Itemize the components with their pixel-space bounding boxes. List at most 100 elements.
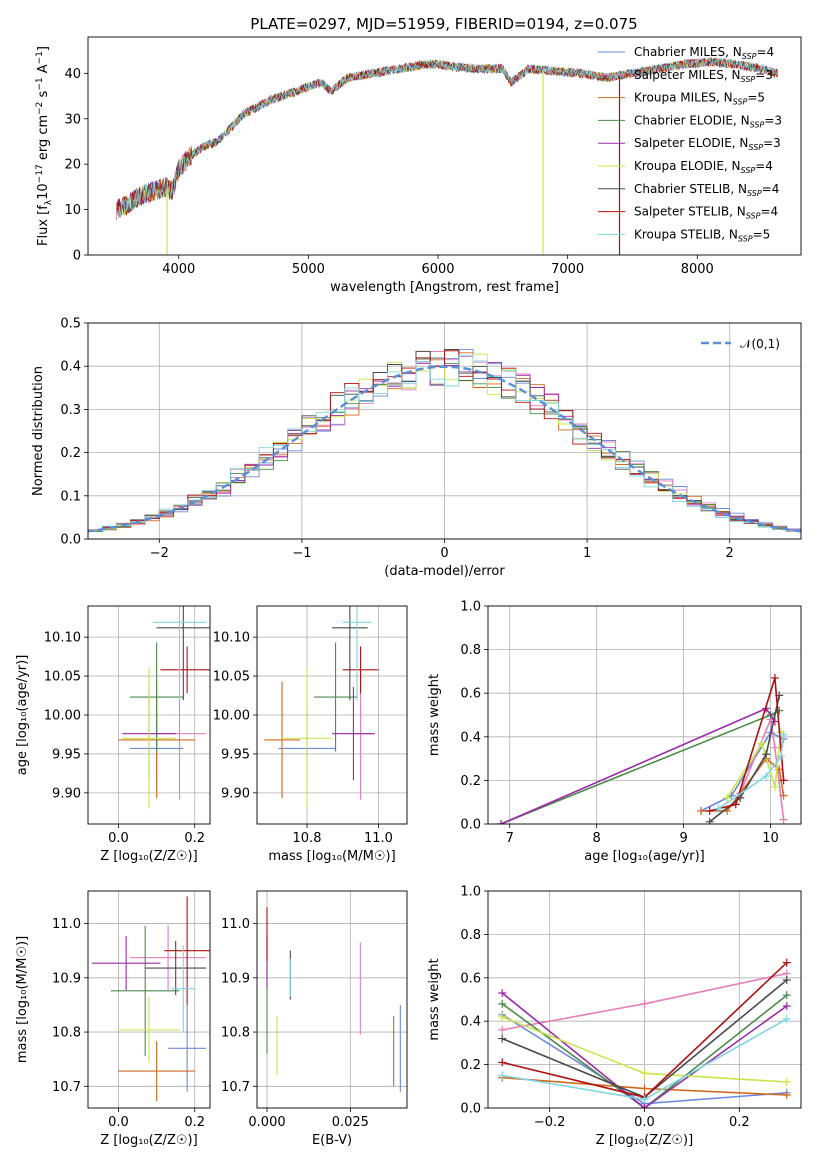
normal-curve: [88, 365, 801, 533]
weight-marker: [697, 806, 706, 815]
ylabel-part: erg cm: [36, 115, 51, 164]
weight-series: [501, 992, 788, 1108]
weight-marker: [498, 999, 507, 1008]
chart-title: PLATE=0297, MJD=51959, FIBERID=0194, z=0…: [250, 15, 637, 33]
legend-label-main: Salpeter ELODIE, N: [634, 136, 748, 150]
x-tick-label: 4000: [162, 262, 195, 277]
massweight-vs-age-lines: [497, 673, 788, 824]
legend-label: Kroupa MILES, NSSP=5: [634, 91, 765, 107]
massweight-vs-Z-xlabel: Z [log₁₀(Z/Z☉)]: [596, 1133, 693, 1148]
y-tick-label: 9.95: [52, 747, 81, 762]
residuals-axes: −2 −1 0 1 2 0.0 0.1 0.2 0.3 0.4 0.5: [60, 317, 801, 561]
legend-label-main: Salpeter STELIB, N: [634, 205, 746, 219]
x-tick-label: 7000: [551, 262, 584, 277]
age-vs-Z-points: [118, 606, 210, 809]
legend-label-main: Kroupa STELIB, N: [634, 227, 738, 241]
legend-label-tail: =3: [763, 136, 781, 150]
age-vs-mass-xlabel: mass [log₁₀(M/M☉)]: [268, 849, 395, 864]
weight-marker: [640, 999, 649, 1008]
age-vs-mass-frame: [256, 605, 408, 825]
y-tick-label: 20: [64, 158, 81, 173]
ylabel-part: −1: [35, 51, 45, 64]
y-tick-label: 0.0: [460, 818, 481, 833]
mass-vs-Z-frame: [87, 890, 211, 1109]
legend-label: Kroupa STELIB, NSSP=5: [634, 227, 770, 243]
x-tick-label: 0.025: [332, 1115, 369, 1130]
weight-marker: [498, 988, 507, 997]
residuals-ylabel: Normed distribution: [31, 366, 46, 496]
ylabel-part: Flux [f: [36, 205, 51, 246]
ylabel-part: λ: [44, 199, 54, 205]
spectrum-ylabel: Flux [fλ10−17 erg cm−2 s−1 A−1]: [35, 46, 54, 246]
mass-vs-Z-xlabel: Z [log₁₀(Z/Z☉)]: [100, 1133, 197, 1148]
weight-marker: [782, 991, 791, 1000]
y-tick-label: 0.8: [460, 643, 481, 658]
spectrum-xlabel: wavelength [Angstrom, rest frame]: [330, 280, 559, 295]
legend-label-main: Chabrier ELODIE, N: [634, 113, 750, 127]
y-tick-label: 40: [64, 67, 81, 82]
spectrum-axes: 4000 5000 6000 7000 8000 0 10 20 30 40: [64, 67, 713, 277]
mass-vs-EBV-points: [266, 907, 401, 1092]
weight-marker: [782, 1002, 791, 1011]
histograms: [88, 348, 801, 534]
legend-label: Chabrier ELODIE, NSSP=3: [634, 113, 782, 129]
legend-label-main: Kroupa MILES, N: [634, 91, 733, 105]
y-tick-label: 9.90: [52, 786, 81, 801]
y-tick-label: 1.0: [460, 885, 481, 900]
x-tick-label: 9: [679, 831, 687, 846]
weight-marker: [770, 743, 779, 752]
x-tick-label: 7: [506, 831, 514, 846]
massweight-vs-Z-ylabel: mass weight: [427, 958, 442, 1040]
legend-label-tail: =5: [753, 227, 771, 241]
legend-label-main: Salpeter MILES, N: [634, 68, 741, 82]
legend-label-sub: SSP: [741, 75, 756, 84]
y-tick-label: 10.05: [213, 670, 250, 685]
y-tick-label: 10.8: [52, 1026, 81, 1041]
y-tick-label: 9.90: [221, 786, 250, 801]
x-tick-label: 6000: [421, 262, 454, 277]
x-tick-label: 2: [726, 546, 734, 561]
legend-label: Salpeter ELODIE, NSSP=3: [634, 136, 781, 152]
mass-vs-Z-axes: 0.0 0.2 10.7 10.8 10.9 11.0: [52, 891, 210, 1130]
weight-marker: [782, 1015, 791, 1024]
y-tick-label: 30: [64, 112, 81, 127]
x-tick-label: 10.8: [293, 831, 322, 846]
y-tick-label: 0.6: [460, 687, 481, 702]
legend-label-sub: SSP: [742, 52, 757, 61]
y-tick-label: 0.0: [60, 533, 81, 548]
y-tick-label: 10.7: [221, 1080, 250, 1095]
legend-label-tail: =3: [764, 113, 782, 127]
weight-marker: [640, 1095, 649, 1104]
legend-label-sub: SSP: [741, 166, 756, 175]
massweight-vs-Z-lines: [498, 958, 791, 1108]
weight-marker: [640, 1069, 649, 1078]
y-tick-label: 0.4: [60, 360, 81, 375]
weight-marker: [498, 1034, 507, 1043]
weight-marker: [731, 800, 740, 809]
x-tick-label: −0.2: [534, 1115, 566, 1130]
x-tick-label: 0.2: [729, 1115, 750, 1130]
y-tick-label: 11.0: [221, 917, 250, 932]
weight-series: [709, 677, 785, 812]
residuals-frame: [87, 322, 802, 540]
legend-label: Chabrier MILES, NSSP=4: [634, 45, 774, 61]
massweight-vs-age-frame: [487, 605, 802, 825]
weight-marker: [782, 1090, 791, 1099]
legend-label: Kroupa ELODIE, NSSP=4: [634, 159, 773, 175]
age-vs-mass-points: [264, 606, 379, 809]
y-tick-label: 10.7: [52, 1080, 81, 1095]
weight-marker: [782, 975, 791, 984]
y-tick-label: 10.10: [44, 631, 81, 646]
age-vs-mass-axes: 10.8 11.0 9.90 9.95 10.00 10.05 10.10: [213, 606, 407, 846]
spectrum-series: [116, 57, 778, 218]
legend-label: Chabrier STELIB, NSSP=4: [634, 182, 779, 198]
y-tick-label: 0.6: [460, 971, 481, 986]
y-tick-label: 0.3: [60, 403, 81, 418]
x-tick-label: 0.0: [634, 1115, 655, 1130]
y-tick-label: 10.8: [221, 1026, 250, 1041]
legend-label-main: Chabrier MILES, N: [634, 45, 742, 59]
x-tick-label: 11.0: [364, 831, 393, 846]
legend-label-sub: SSP: [748, 143, 763, 152]
residuals-xlabel: (data-model)/error: [384, 564, 505, 579]
ylabel-part: s: [36, 90, 51, 101]
